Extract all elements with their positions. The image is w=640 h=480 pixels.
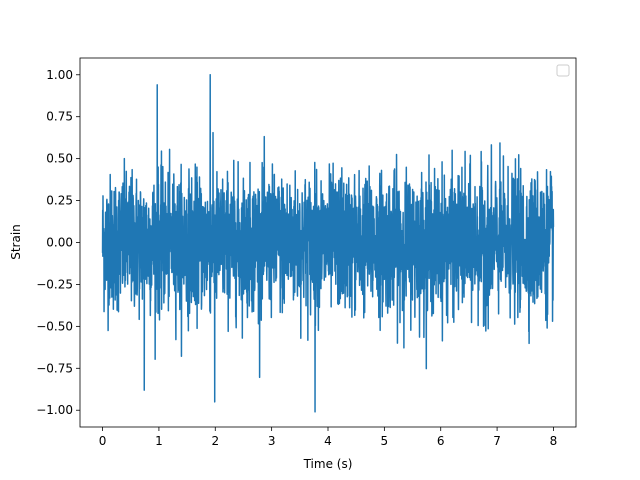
y-tick-label: −0.50 <box>36 319 73 333</box>
plot-series-group <box>101 74 555 413</box>
y-axis-ticks: −1.00 −0.75 −0.50 −0.25 0.00 0.25 0.50 0.75 1.00 <box>36 68 80 417</box>
x-tick-label: 6 <box>437 434 445 448</box>
y-tick-label: 0.00 <box>46 236 73 250</box>
x-tick-label: 7 <box>493 434 501 448</box>
x-tick-label: 8 <box>550 434 558 448</box>
x-tick-label: 4 <box>324 434 332 448</box>
y-tick-label: 0.75 <box>46 110 73 124</box>
series-line <box>101 74 555 413</box>
x-tick-label: 2 <box>211 434 219 448</box>
y-tick-label: −1.00 <box>36 403 73 417</box>
y-tick-label: 0.25 <box>46 194 73 208</box>
x-tick-label: 3 <box>268 434 276 448</box>
x-tick-label: 5 <box>381 434 389 448</box>
x-tick-label: 0 <box>99 434 107 448</box>
x-axis-label: Time (s) <box>303 457 353 471</box>
y-tick-label: 1.00 <box>46 68 73 82</box>
y-tick-label: −0.25 <box>36 277 73 291</box>
y-axis-label: Strain <box>9 224 23 260</box>
plot-frame <box>79 57 577 428</box>
x-tick-label: 1 <box>155 434 163 448</box>
y-tick-label: −0.75 <box>36 361 73 375</box>
y-tick-label: 0.50 <box>46 152 73 166</box>
x-axis-ticks: 0 1 2 3 4 5 6 7 8 <box>99 427 558 448</box>
legend-box <box>556 64 570 77</box>
